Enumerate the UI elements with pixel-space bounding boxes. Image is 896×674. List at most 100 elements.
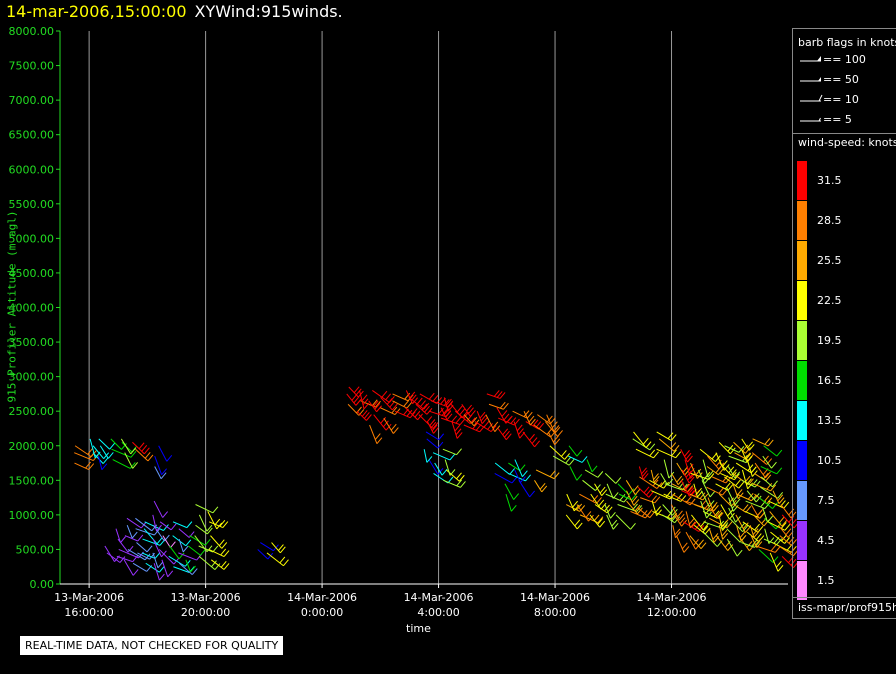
wind-barb [159,521,172,531]
wind-barb [650,469,655,483]
wind-barb [777,524,789,538]
wind-barb [141,552,156,559]
wind-barb-flag [776,538,783,545]
wind-barb-flag [721,460,728,467]
wind-barb [718,493,732,507]
wind-barb-flag [745,526,751,533]
wind-barb-flag [612,492,619,499]
barb-legend-item: == 50 [795,69,896,89]
wind-barb-flag [601,489,608,497]
wind-barb-flag [144,452,151,459]
wind-barb-flag [480,414,487,422]
wind-barb-flag [519,464,526,471]
wind-barb [604,473,617,484]
wind-barb-flag [516,424,523,432]
wind-barb-flag [695,468,702,476]
wind-barb [685,531,697,550]
wind-barb-flag [735,479,741,486]
wind-barb-flag [492,421,499,429]
wind-barb-flag [444,408,450,415]
wind-barb-flag [159,565,165,573]
wind-barb [126,525,133,539]
wind-barb-flag [206,527,213,535]
wind-barb-flag [757,509,763,516]
wind-barb-flag [784,537,790,544]
wind-barb [569,466,578,481]
wind-barb [744,510,761,519]
speed-color-swatch [797,240,807,280]
wind-barb [735,462,752,474]
wind-barb [443,397,449,412]
wind-barb-flag [576,473,583,481]
wind-barb-flag [745,505,752,513]
wind-barb-flag [684,450,690,457]
wind-barb [535,469,555,480]
wind-barb [178,538,184,553]
wind-barb-flag [376,437,383,444]
wind-barb [764,517,777,530]
wind-barb [671,473,679,485]
wind-barb-flag [528,415,535,423]
wind-barb-flag [417,413,424,421]
wind-barb-flag [600,502,607,510]
wind-barb [663,493,682,502]
wind-barb-flag [784,523,791,531]
barb-flag-legend: barb flags in knots == 100 == 50 == 10 == 5 [792,28,896,133]
wind-barb-flag [645,441,652,448]
wind-barb [486,393,501,399]
wind-barb-flag [436,397,443,404]
wind-barb-flag [406,409,413,417]
wind-barb-flag [481,417,488,425]
wind-barb-flag [599,520,606,528]
wind-barb-flag [409,391,416,399]
wind-barb-flag [634,504,641,512]
wind-barb-flag [554,438,561,446]
wind-barb [494,472,513,484]
wind-barb [590,493,602,510]
wind-barb-flag [404,392,411,400]
wind-barb [373,414,387,431]
wind-barb-flag [776,467,783,475]
wind-barb-flag [430,421,437,429]
wind-barb-flag [678,513,685,521]
wind-barb-flag [471,417,478,424]
speed-color-swatch [797,280,807,320]
wind-barb-flag [188,531,195,538]
wind-barb-flag [716,510,722,517]
wind-barb-flag [747,482,754,490]
wind-barb-flag [729,512,735,520]
barb-legend-item: == 5 [795,109,896,129]
wind-barb-flag [667,478,674,486]
wind-barb-flag [214,518,221,526]
wind-barb-flag [649,511,656,519]
wind-barb-flag [688,476,695,484]
wind-barb-flag [675,531,681,539]
wind-barb-flag [766,497,773,505]
wind-barb-flag [157,561,164,569]
wind-barb-flag [529,490,536,498]
wind-barb [348,386,359,398]
wind-barb-flag [94,451,101,459]
wind-barb [504,483,515,500]
wind-barb [779,535,792,546]
wind-barb [715,483,729,491]
wind-barb [605,493,625,503]
wind-barb [450,403,463,419]
wind-barb-flag [673,444,680,452]
wind-barb-flag [523,410,530,417]
wind-barb-flag [767,515,773,523]
wind-barb-flag [675,451,682,458]
wind-barb [359,390,365,410]
wind-barb-flag [283,559,289,567]
wind-barb [772,542,792,553]
wind-barb [116,555,133,563]
y-tick-label: 7500.00 [9,60,55,73]
wind-barb-flag [565,456,572,464]
wind-barb [547,431,556,445]
wind-barb [172,521,188,529]
wind-barb [718,525,724,540]
wind-barb-flag [738,481,745,489]
wind-barb-flag [520,476,526,483]
wind-barb-flag [411,408,418,415]
wind-barb [145,562,160,573]
